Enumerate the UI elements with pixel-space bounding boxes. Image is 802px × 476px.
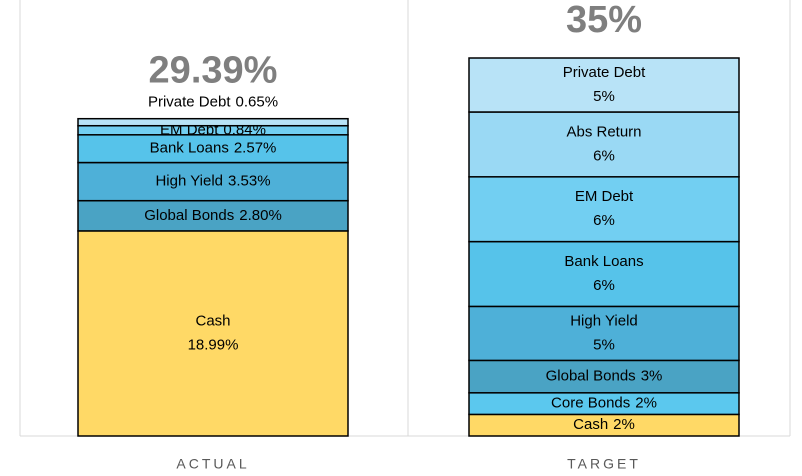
segment-label: Global Bonds 3% bbox=[546, 368, 663, 385]
segment-value: 5% bbox=[593, 88, 615, 105]
segment-value: 6% bbox=[593, 212, 615, 229]
segment-value: 5% bbox=[593, 336, 615, 353]
segment-name: Bank Loans bbox=[150, 140, 229, 157]
segment-name: Private Debt bbox=[563, 64, 646, 81]
segment-value: 2.80% bbox=[239, 207, 282, 224]
segment-label: High Yield 3.53% bbox=[155, 173, 270, 190]
bar-segment bbox=[77, 161, 349, 202]
segment-value: 3.53% bbox=[228, 173, 271, 190]
bar-segment bbox=[468, 176, 740, 243]
segment-name: EM Debt bbox=[575, 188, 634, 205]
bar-segment bbox=[77, 199, 349, 232]
segment-name: Core Bonds bbox=[551, 395, 630, 412]
bar-segment bbox=[77, 230, 349, 437]
segment-label: Core Bonds 2% bbox=[551, 395, 657, 412]
total-label: 29.39% bbox=[149, 50, 278, 92]
segment-value: 3% bbox=[641, 368, 663, 385]
bar-segment bbox=[77, 117, 349, 127]
segment-name: Cash bbox=[573, 416, 608, 433]
segment-value: 2.57% bbox=[234, 140, 277, 157]
segment-value: 6% bbox=[593, 147, 615, 164]
segment-label: Global Bonds 2.80% bbox=[144, 207, 282, 224]
segment-name: High Yield bbox=[155, 173, 223, 190]
segment-name: Abs Return bbox=[566, 123, 641, 140]
segment-label: Private Debt 0.65% bbox=[148, 94, 278, 111]
segment-label: Cash 2% bbox=[573, 416, 635, 433]
segment-name: High Yield bbox=[570, 312, 638, 329]
segment-name: Bank Loans bbox=[564, 253, 643, 270]
segment-name: Global Bonds bbox=[144, 207, 234, 224]
segment-name: Global Bonds bbox=[546, 368, 636, 385]
segment-name: Cash bbox=[195, 312, 230, 329]
category-label: ACTUAL bbox=[176, 456, 249, 472]
category-label: TARGET bbox=[567, 456, 641, 472]
segment-value: 18.99% bbox=[188, 336, 239, 353]
bar-segment bbox=[468, 305, 740, 362]
total-label: 35% bbox=[566, 0, 642, 41]
bar-segment bbox=[468, 359, 740, 394]
segment-label: Bank Loans 2.57% bbox=[150, 140, 277, 157]
segment-value: 0.65% bbox=[236, 94, 279, 111]
segment-name: Private Debt bbox=[148, 94, 231, 111]
bar-segment bbox=[468, 240, 740, 308]
bar-segment bbox=[468, 111, 740, 178]
bar-segment bbox=[468, 57, 740, 113]
segment-value: 6% bbox=[593, 277, 615, 294]
segment-value: 2% bbox=[635, 395, 657, 412]
segment-value: 2% bbox=[613, 416, 635, 433]
